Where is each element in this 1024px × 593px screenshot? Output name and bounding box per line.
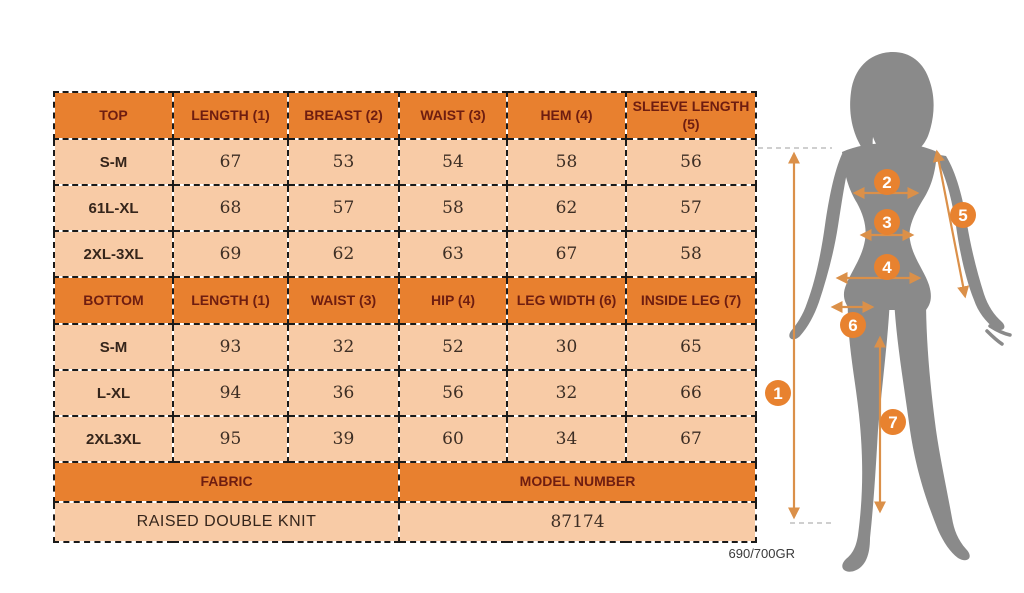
column-header-waist: WAIST (3): [287, 276, 400, 325]
size-label-cell: L-XL: [53, 369, 174, 417]
measurement-value-cell: 65: [625, 323, 757, 371]
column-header-hip: HIP (4): [398, 276, 508, 325]
marker-circle: [765, 380, 791, 406]
marker-label: 1: [773, 384, 782, 403]
top-header-row: TOP LENGTH (1) BREAST (2) WAIST (3) HEM …: [53, 91, 757, 140]
measurement-value-cell: 39: [287, 415, 400, 463]
measurement-value-cell: 34: [506, 415, 627, 463]
marker-label: 3: [882, 213, 891, 232]
fabric-value: RAISED DOUBLE KNIT: [53, 501, 400, 543]
size-label-cell: 2XL-3XL: [53, 230, 174, 278]
measurement-value-cell: 58: [625, 230, 757, 278]
size-chart-table: TOP LENGTH (1) BREAST (2) WAIST (3) HEM …: [53, 91, 757, 543]
measurement-value-cell: 93: [172, 323, 289, 371]
marker-circle: [880, 409, 906, 435]
measurement-value-cell: 30: [506, 323, 627, 371]
measure-arrow-5-sleeve: [932, 149, 970, 299]
size-figure: 1 2 3 4 5 6 7: [758, 52, 1012, 572]
marker-label: 5: [958, 206, 967, 225]
silhouette-right-arm: [934, 154, 1005, 331]
measurement-value-cell: 54: [398, 138, 508, 186]
marker-circle: [840, 312, 866, 338]
size-label-cell: S-M: [53, 323, 174, 371]
marker-label: 4: [882, 258, 892, 277]
measurement-value-cell: 57: [625, 184, 757, 232]
column-header-hem: HEM (4): [506, 91, 627, 140]
measurement-value-cell: 32: [506, 369, 627, 417]
column-header-bottom: BOTTOM: [53, 276, 174, 325]
marker-circle: [874, 169, 900, 195]
measurement-value-cell: 56: [398, 369, 508, 417]
measurement-value-cell: 32: [287, 323, 400, 371]
size-label-cell: 61L-XL: [53, 184, 174, 232]
fabric-model-header-row: FABRIC MODEL NUMBER: [53, 461, 757, 503]
model-number-value: 87174: [398, 501, 757, 543]
measure-marker-7: 7: [880, 409, 906, 435]
column-header-length: LENGTH (1): [172, 276, 289, 325]
table-row: S-M 93 32 52 30 65: [53, 323, 757, 371]
measurement-value-cell: 67: [625, 415, 757, 463]
female-silhouette: [789, 52, 1012, 572]
measurement-value-cell: 57: [287, 184, 400, 232]
silhouette-head: [850, 52, 934, 161]
measurement-value-cell: 94: [172, 369, 289, 417]
column-header-breast: BREAST (2): [287, 91, 400, 140]
measure-marker-1: 1: [765, 380, 791, 406]
measurement-value-cell: 58: [506, 138, 627, 186]
size-label-cell: S-M: [53, 138, 174, 186]
measurement-value-cell: 36: [287, 369, 400, 417]
marker-circle: [874, 209, 900, 235]
table-row: 61L-XL 68 57 58 62 57: [53, 184, 757, 232]
measurement-value-cell: 95: [172, 415, 289, 463]
measure-marker-5: 5: [950, 202, 976, 228]
measurement-value-cell: 69: [172, 230, 289, 278]
measurement-value-cell: 68: [172, 184, 289, 232]
measurement-value-cell: 53: [287, 138, 400, 186]
silhouette-left-arm: [789, 154, 850, 340]
measurement-value-cell: 60: [398, 415, 508, 463]
measurement-value-cell: 52: [398, 323, 508, 371]
table-row: 2XL3XL 95 39 60 34 67: [53, 415, 757, 463]
model-number-header: MODEL NUMBER: [398, 461, 757, 503]
measurement-value-cell: 56: [625, 138, 757, 186]
measurement-value-cell: 63: [398, 230, 508, 278]
measurement-value-cell: 66: [625, 369, 757, 417]
measurement-value-cell: 62: [506, 184, 627, 232]
measure-marker-4: 4: [874, 254, 900, 280]
measure-marker-2: 2: [874, 169, 900, 195]
table-row: S-M 67 53 54 58 56: [53, 138, 757, 186]
marker-label: 6: [848, 316, 857, 335]
silhouette-right-leg: [894, 298, 970, 561]
column-header-length: LENGTH (1): [172, 91, 289, 140]
table-row: 2XL-3XL 69 62 63 67 58: [53, 230, 757, 278]
measure-marker-6: 6: [840, 312, 866, 338]
marker-circle: [950, 202, 976, 228]
fabric-header: FABRIC: [53, 461, 400, 503]
measurement-value-cell: 62: [287, 230, 400, 278]
table-row: L-XL 94 36 56 32 66: [53, 369, 757, 417]
marker-label: 2: [882, 173, 891, 192]
weight-note: 690/700GR: [728, 546, 796, 561]
measurement-value-cell: 67: [506, 230, 627, 278]
column-header-inside-leg: INSIDE LEG (7): [625, 276, 757, 325]
column-header-top: TOP: [53, 91, 174, 140]
column-header-waist: WAIST (3): [398, 91, 508, 140]
measurement-value-cell: 58: [398, 184, 508, 232]
marker-label: 7: [888, 413, 897, 432]
silhouette-fingers: [985, 324, 1012, 346]
fabric-model-value-row: RAISED DOUBLE KNIT 87174: [53, 501, 757, 543]
measure-marker-3: 3: [874, 209, 900, 235]
size-label-cell: 2XL3XL: [53, 415, 174, 463]
column-header-sleeve-length: SLEEVE LENGTH (5): [625, 91, 757, 140]
measurement-value-cell: 67: [172, 138, 289, 186]
measurement-arrows: [787, 149, 970, 520]
bottom-header-row: BOTTOM LENGTH (1) WAIST (3) HIP (4) LEG …: [53, 276, 757, 325]
marker-circle: [874, 254, 900, 280]
column-header-leg-width: LEG WIDTH (6): [506, 276, 627, 325]
